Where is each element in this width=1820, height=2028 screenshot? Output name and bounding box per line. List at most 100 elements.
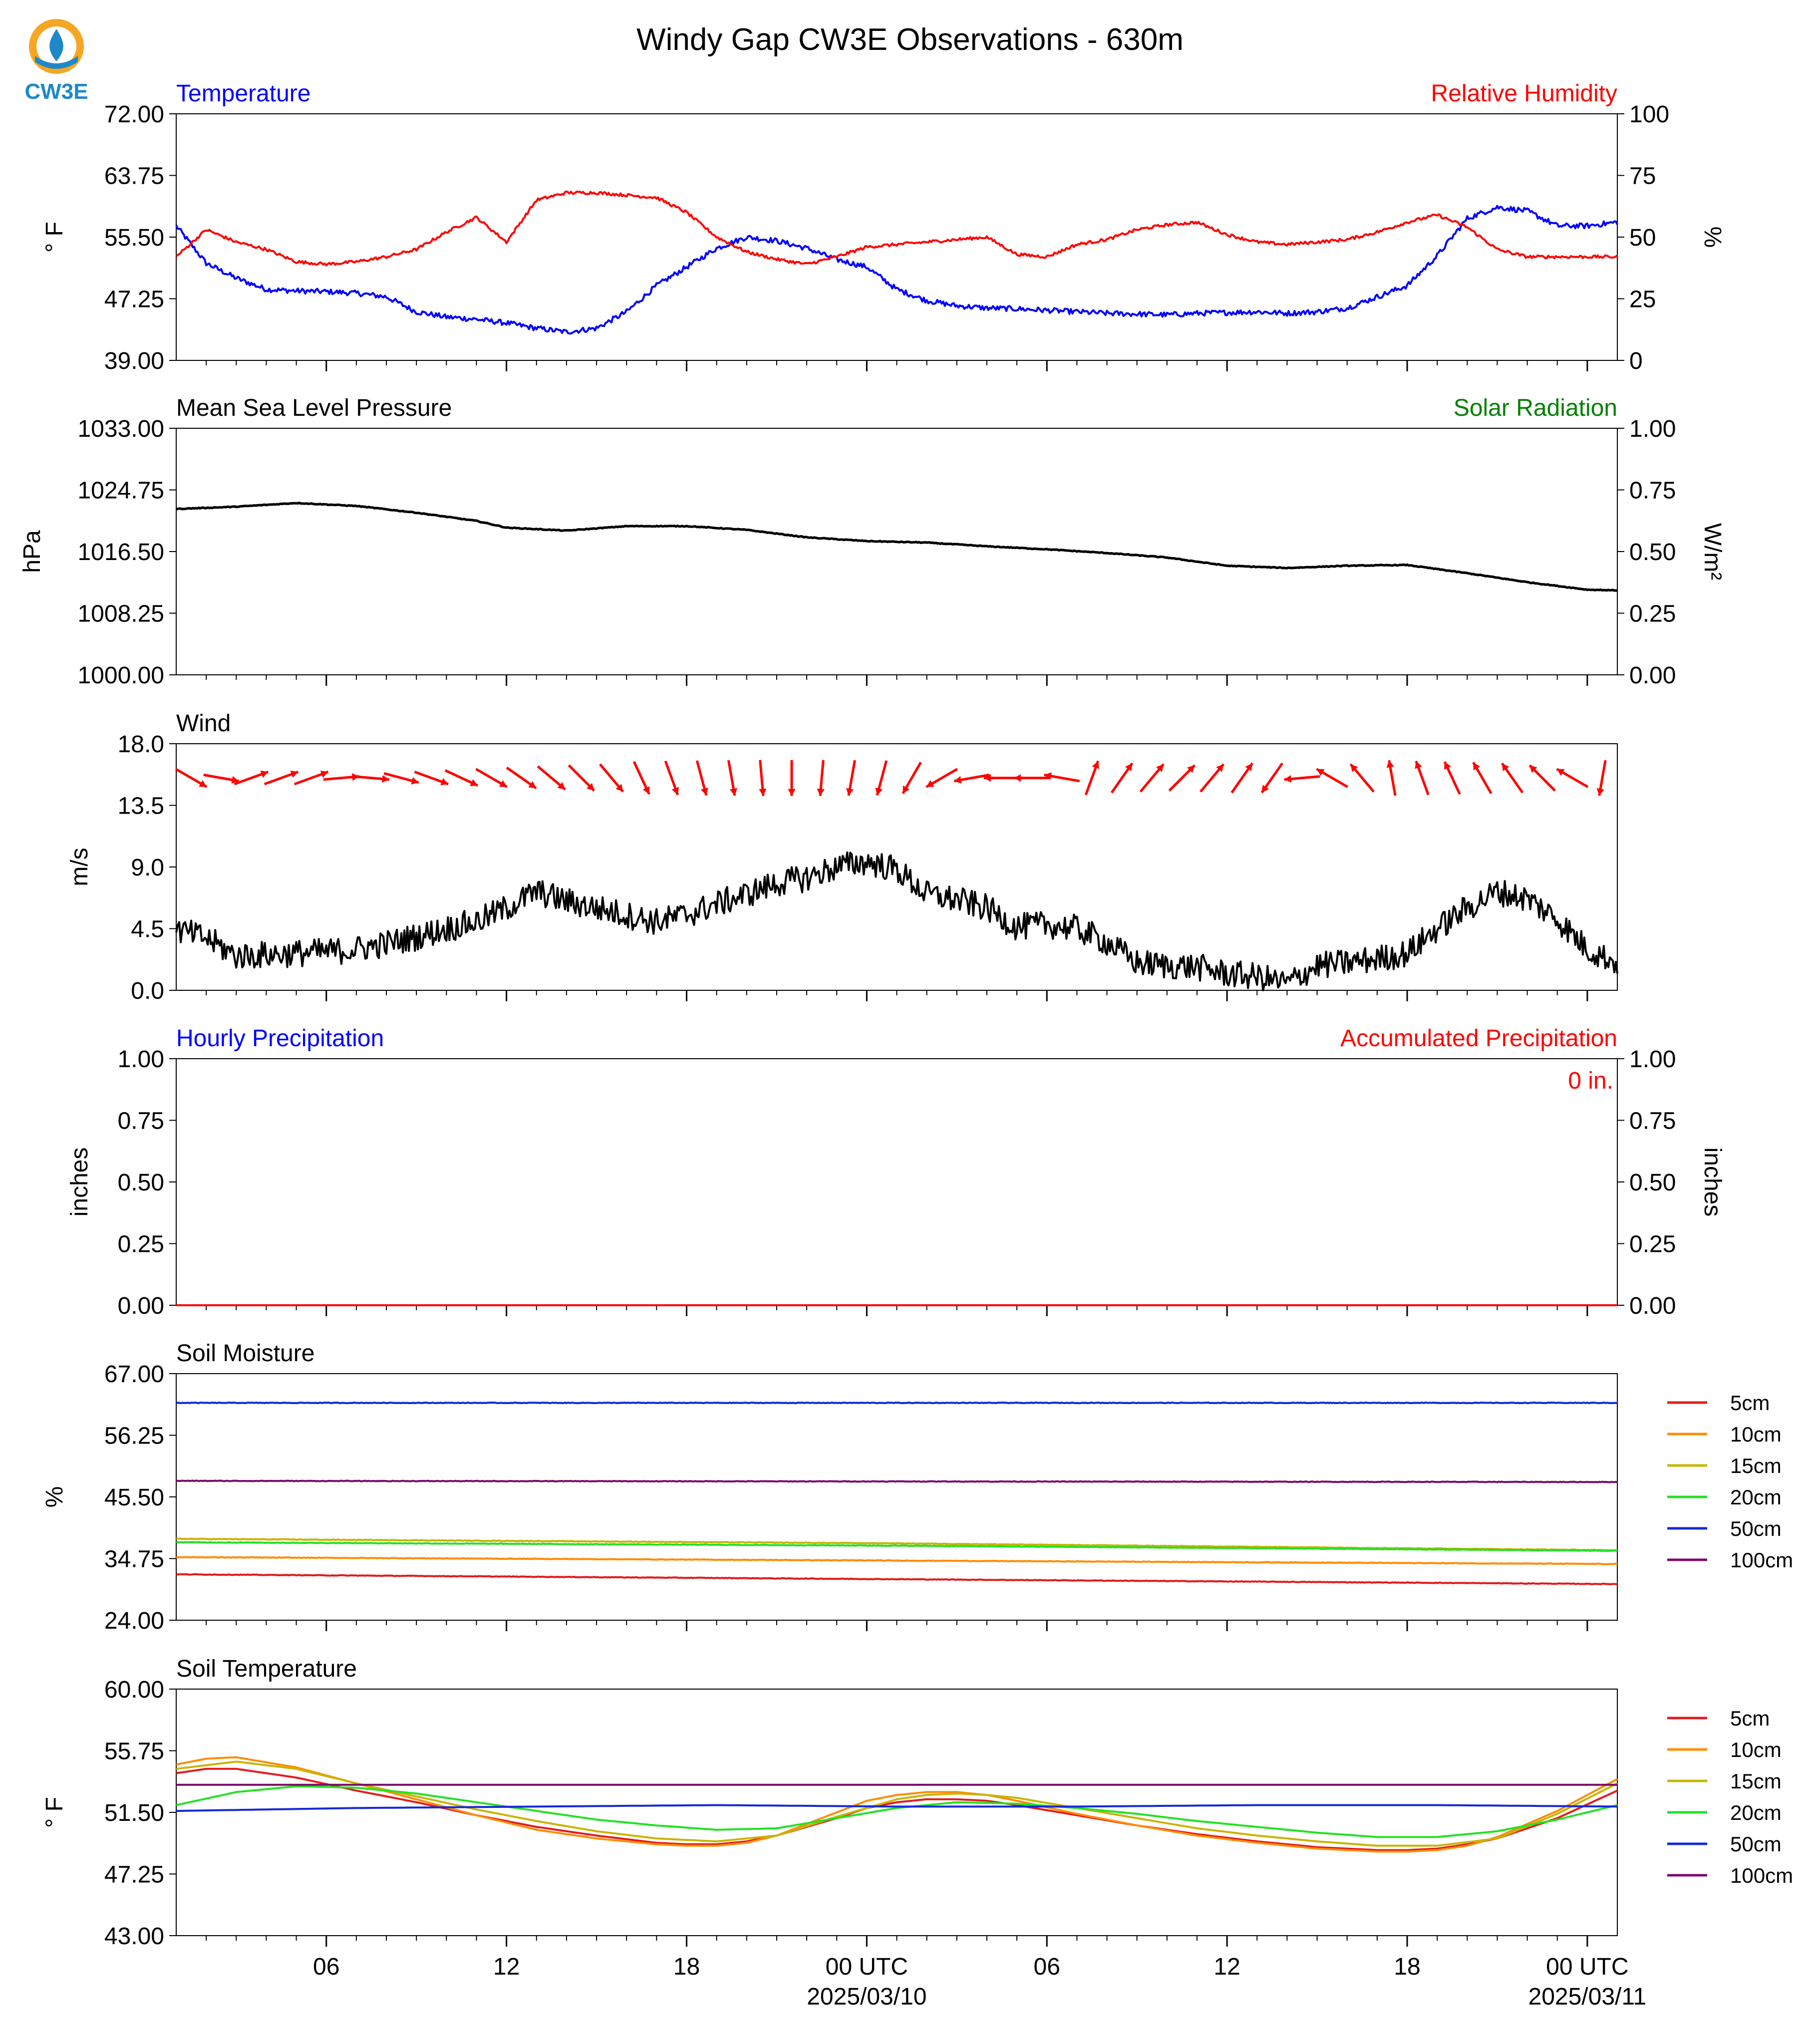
x-tick-label: 00 UTC xyxy=(826,1954,908,1980)
wind-arrow xyxy=(599,763,624,793)
wind-arrow-head xyxy=(926,780,934,787)
y-axis-label: m/s xyxy=(66,848,93,886)
plot-frame xyxy=(176,113,1618,361)
wind-arrow xyxy=(632,761,650,795)
wind-arrow xyxy=(1415,760,1430,796)
wind-arrow xyxy=(788,760,796,796)
panel-title-right: Accumulated Precipitation xyxy=(1340,1025,1617,1052)
legend-label: 5cm xyxy=(1730,1391,1770,1415)
wind-arrow xyxy=(953,773,990,784)
wind-arrow-head xyxy=(642,786,650,795)
wind-arrow-head xyxy=(440,778,449,786)
wind-arrow-head xyxy=(1444,761,1451,770)
wind-arrow xyxy=(1084,760,1100,796)
wind-arrow-head xyxy=(1125,763,1133,772)
series-line-5cm xyxy=(176,1573,1618,1585)
wind-arrow-head xyxy=(231,776,239,784)
y-tick-label: 4.5 xyxy=(131,916,164,943)
y-tick-label: 1016.50 xyxy=(77,539,164,566)
y2-tick-label: 0.00 xyxy=(1629,1293,1676,1319)
wind-arrow xyxy=(1139,763,1165,793)
wind-arrow xyxy=(383,772,419,785)
panel-title-right: Relative Humidity xyxy=(1431,80,1617,107)
wind-arrow-head xyxy=(846,788,854,796)
legend-label: 100cm xyxy=(1730,1548,1793,1572)
wind-arrow-head xyxy=(1284,775,1292,783)
panel-title-left: Mean Sea Level Pressure xyxy=(176,395,452,421)
legend-label: 100cm xyxy=(1730,1864,1793,1887)
y-tick-label: 56.25 xyxy=(104,1423,164,1449)
y-tick-label: 1.00 xyxy=(118,1046,164,1073)
y-tick-label: 51.50 xyxy=(104,1800,164,1826)
y2-tick-label: 1.00 xyxy=(1629,1046,1676,1073)
series-line-50cm xyxy=(176,1804,1618,1812)
y2-tick-label: 75 xyxy=(1629,163,1656,190)
series-line-relative_humidity xyxy=(175,190,1618,267)
series-line-20cm xyxy=(176,1785,1618,1838)
wind-arrow-head xyxy=(587,783,595,791)
wind-arrow xyxy=(568,764,596,792)
panel-precipitation: Hourly Precipitation Accumulated Precipit… xyxy=(66,1025,1726,1319)
plot-frame xyxy=(176,1058,1618,1306)
panel-temperature_rh: Temperature Relative Humidity 39.00 47.25 55… xyxy=(41,80,1726,374)
wind-arrow xyxy=(1168,764,1196,792)
wind-arrow xyxy=(1528,764,1556,792)
wind-arrow-head xyxy=(1556,769,1565,776)
panel-soil_moisture: Soil Moisture 24.00 34.75 45.50 56.25 67.00% 5… xyxy=(41,1340,1793,1634)
series-line-10cm xyxy=(176,1556,1618,1565)
y2-tick-label: 0.00 xyxy=(1629,662,1676,689)
y-tick-label: 0.25 xyxy=(118,1231,164,1258)
series-line-10cm xyxy=(176,1756,1618,1853)
wind-arrow xyxy=(203,773,240,784)
wind-arrow xyxy=(1556,768,1589,788)
panel-soil_temperature: Soil Temperature 43.00 47.25 51.50 55.75 60.0… xyxy=(41,1656,1793,2010)
y-tick-label: 0.0 xyxy=(131,978,164,1004)
wind-arrow xyxy=(537,765,567,791)
wind-arrow-head xyxy=(1502,763,1510,772)
wind-arrow xyxy=(1260,762,1284,794)
wind-arrow-head xyxy=(1245,763,1252,772)
y2-tick-label: 50 xyxy=(1629,225,1656,251)
wind-arrow-head xyxy=(1386,760,1394,768)
wind-arrow xyxy=(1316,768,1349,788)
legend-label: 5cm xyxy=(1730,1707,1770,1730)
wind-arrow xyxy=(727,760,738,796)
y-tick-label: 18.0 xyxy=(118,731,164,758)
wind-arrow-head xyxy=(1473,762,1481,771)
cw3e-logo: CW3E xyxy=(24,19,88,104)
y-tick-label: 39.00 xyxy=(104,348,164,374)
y-tick-label: 0.00 xyxy=(118,1293,164,1319)
wind-arrow xyxy=(695,760,708,796)
wind-arrow xyxy=(984,774,1020,782)
y-tick-label: 47.25 xyxy=(104,1862,164,1888)
wind-arrow xyxy=(294,770,329,786)
y2-tick-label: 0.25 xyxy=(1629,601,1676,627)
y-axis-label: ° F xyxy=(41,222,68,253)
wind-arrow xyxy=(475,768,508,788)
panel-title-right: Solar Radiation xyxy=(1454,395,1617,421)
y2-tick-label: 0.25 xyxy=(1629,1231,1676,1258)
series-line-100cm xyxy=(176,1479,1618,1483)
y-tick-label: 55.75 xyxy=(104,1738,164,1765)
y-axis-label: hPa xyxy=(19,530,45,573)
series-line-wind_speed xyxy=(175,851,1618,991)
wind-arrow xyxy=(1472,762,1493,795)
y2-tick-label: 1.00 xyxy=(1629,416,1676,442)
wind-arrow xyxy=(353,775,390,783)
wind-arrow xyxy=(1110,762,1134,794)
wind-arrow xyxy=(902,762,922,795)
y-tick-label: 45.50 xyxy=(104,1484,164,1511)
wind-arrow-head xyxy=(1261,785,1269,793)
y-tick-label: 47.25 xyxy=(104,287,164,313)
x-tick-label: 06 xyxy=(313,1954,339,1980)
y2-tick-label: 0.75 xyxy=(1629,1108,1676,1135)
wind-arrow-head xyxy=(528,781,537,789)
y-tick-label: 67.00 xyxy=(104,1361,164,1388)
series-line-5cm xyxy=(176,1767,1618,1851)
wind-arrow xyxy=(1199,763,1225,793)
x-tick-sublabel: 2025/03/10 xyxy=(807,1984,926,2010)
y-tick-label: 0.50 xyxy=(118,1169,164,1196)
y2-axis-label: % xyxy=(1699,227,1726,248)
x-tick-label: 18 xyxy=(673,1954,700,1980)
